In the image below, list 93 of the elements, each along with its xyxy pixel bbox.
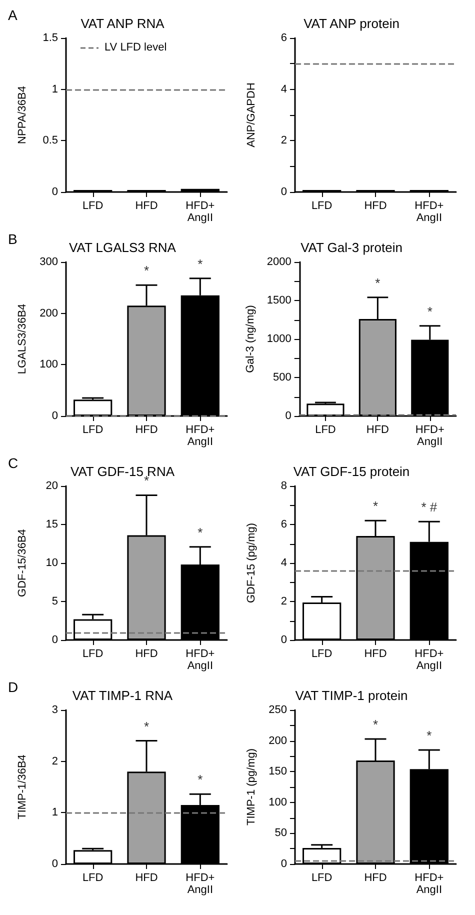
- text: D: [8, 679, 18, 695]
- annotation: *: [375, 275, 380, 290]
- annotation: *: [372, 716, 378, 732]
- y-tick-label: 0: [280, 858, 287, 870]
- y-tick-label: 6: [280, 32, 287, 44]
- x-tick-label: LFD: [311, 872, 332, 884]
- y-axis-title: LGALS3/36B4: [16, 304, 28, 374]
- x-tick-label: HFD: [364, 872, 387, 884]
- x-tick-label: HFD: [135, 424, 158, 436]
- y-tick-label: 0: [280, 634, 287, 646]
- x-tick-label: HFD: [364, 648, 387, 660]
- x-tick-label: LFD: [82, 424, 104, 436]
- y-tick-label: 4: [280, 557, 287, 569]
- annotation: *: [426, 728, 432, 744]
- x-tick-label: LFD: [311, 648, 332, 660]
- y-tick-label: 2: [280, 134, 287, 147]
- annotation: *: [198, 772, 203, 788]
- x-tick-label: HFD+ AngII: [414, 648, 444, 672]
- y-axis-title: TIMP-1/36B4: [16, 754, 28, 820]
- y-tick-label: 5: [52, 596, 58, 608]
- y-tick-label: 0.5: [42, 134, 58, 147]
- y-tick-label: 100: [268, 796, 287, 808]
- annotation: * #: [421, 500, 438, 515]
- y-tick-label: 500: [273, 372, 292, 384]
- x-tick-label: HFD: [366, 424, 390, 436]
- y-tick-label: 3: [52, 704, 58, 716]
- y-axis-title: GDF-15/36B4: [16, 529, 28, 597]
- text: B: [8, 231, 18, 247]
- text: A: [8, 7, 18, 23]
- y-tick-label: 1000: [266, 333, 292, 345]
- y-tick-label: 15: [46, 518, 58, 530]
- y-tick-label: 4: [280, 83, 287, 96]
- legend-label: LV LFD level: [104, 42, 167, 54]
- annotation: *: [372, 498, 378, 514]
- annotation: *: [144, 473, 150, 488]
- x-tick-label: HFD+ AngII: [414, 200, 444, 224]
- y-axis-title: Gal-3 (ng/mg): [244, 305, 256, 373]
- y-tick-label: 1.5: [42, 32, 58, 44]
- y-tick-label: 100: [40, 358, 58, 371]
- chart-title: VAT LGALS3 RNA: [69, 240, 176, 255]
- x-tick-label: HFD: [135, 872, 158, 884]
- y-tick-label: 8: [280, 480, 287, 492]
- annotation: *: [427, 304, 432, 319]
- x-tick-label: HFD+ AngII: [186, 424, 215, 448]
- y-tick-label: 1500: [266, 294, 292, 306]
- y-tick-label: 2: [280, 596, 287, 608]
- y-tick-label: 50: [274, 827, 287, 840]
- x-tick-label: LFD: [315, 424, 336, 436]
- x-tick-label: LFD: [82, 200, 104, 212]
- chart-title: VAT ANP RNA: [80, 16, 165, 31]
- x-tick-label: LFD: [82, 872, 104, 884]
- y-tick-label: 300: [40, 256, 58, 268]
- y-tick-label: 0: [280, 186, 287, 198]
- chart-title: VAT ANP protein: [304, 16, 400, 31]
- x-tick-label: HFD+ AngII: [186, 872, 215, 896]
- chart-title: VAT TIMP-1 protein: [295, 688, 408, 703]
- y-tick-label: 250: [268, 704, 287, 716]
- x-tick-label: LFD: [311, 200, 332, 212]
- text: C: [8, 455, 18, 471]
- x-tick-label: HFD+ AngII: [415, 424, 444, 448]
- x-tick-label: HFD: [364, 200, 387, 212]
- y-tick-label: 200: [40, 307, 58, 320]
- y-axis-title: ANP/GAPDH: [246, 82, 258, 148]
- y-tick-label: 10: [46, 557, 58, 569]
- x-tick-label: HFD: [135, 200, 158, 212]
- x-tick-label: HFD+ AngII: [186, 648, 215, 672]
- chart-title: VAT GDF-15 protein: [293, 464, 410, 479]
- y-tick-label: 0: [52, 634, 58, 646]
- y-tick-label: 200: [268, 734, 287, 747]
- y-tick-label: 0: [52, 186, 58, 198]
- annotation: *: [144, 718, 150, 734]
- y-tick-label: 6: [280, 518, 287, 530]
- y-tick-label: 1: [52, 83, 58, 96]
- annotation: *: [144, 263, 150, 278]
- x-tick-label: LFD: [82, 648, 104, 660]
- y-axis-title: NPPA/36B4: [16, 86, 28, 144]
- x-tick-label: HFD: [135, 648, 158, 660]
- y-tick-label: 0: [285, 410, 292, 422]
- y-tick-label: 0: [52, 858, 58, 870]
- y-tick-label: 1: [52, 806, 58, 819]
- y-tick-label: 150: [268, 766, 287, 778]
- y-tick-label: 2000: [266, 256, 292, 268]
- chart-title: VAT TIMP-1 RNA: [72, 688, 173, 703]
- annotation: *: [198, 524, 203, 540]
- y-tick-label: 20: [46, 480, 58, 492]
- y-axis-title: TIMP-1 (pg/mg): [246, 748, 258, 826]
- x-tick-label: HFD+ AngII: [414, 872, 444, 896]
- x-tick-label: HFD+ AngII: [186, 200, 215, 224]
- annotation: *: [198, 256, 203, 272]
- y-tick-label: 0: [52, 410, 58, 422]
- chart-title: VAT Gal-3 protein: [300, 240, 402, 255]
- y-tick-label: 2: [52, 755, 58, 768]
- y-axis-title: GDF-15 (pg/mg): [246, 522, 258, 604]
